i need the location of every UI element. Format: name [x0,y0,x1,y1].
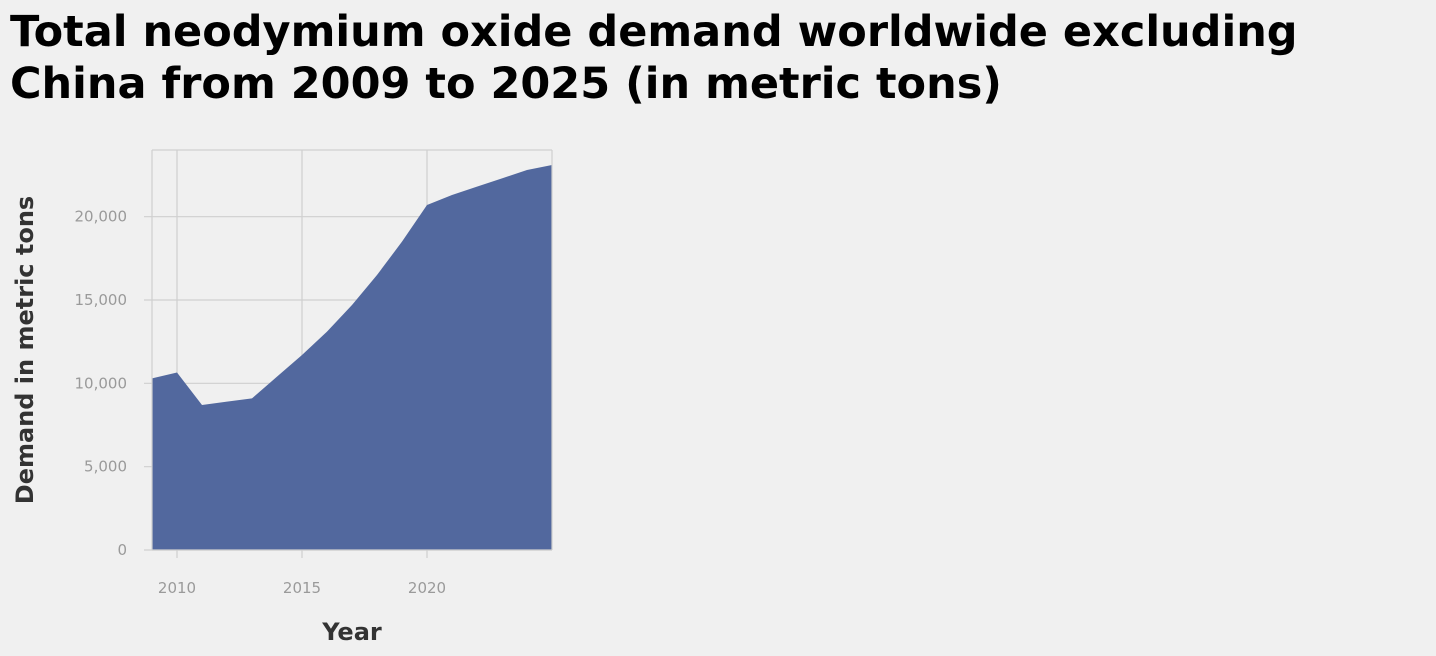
y-axis-title: Demand in metric tons [11,196,39,504]
y-tick-label: 0 [117,541,127,559]
y-tick-label: 20,000 [75,208,128,226]
axes [151,149,553,551]
x-tick-label: 2020 [408,579,446,597]
x-tick-label: 2015 [283,579,321,597]
x-axis-title: Year [321,618,382,646]
x-tick-label: 2010 [158,579,196,597]
y-tick-label: 15,000 [75,291,128,309]
x-tick-labels: 2010 2015 2020 [158,579,446,597]
chart-title: Total neodymium oxide demand worldwide e… [10,7,1298,109]
area-series [151,164,553,550]
y-tick-label: 10,000 [75,374,128,392]
y-tick-labels: 0 5,000 10,000 15,000 20,000 [75,208,128,559]
y-tick-label: 5,000 [84,458,127,476]
area-fill [152,165,552,550]
